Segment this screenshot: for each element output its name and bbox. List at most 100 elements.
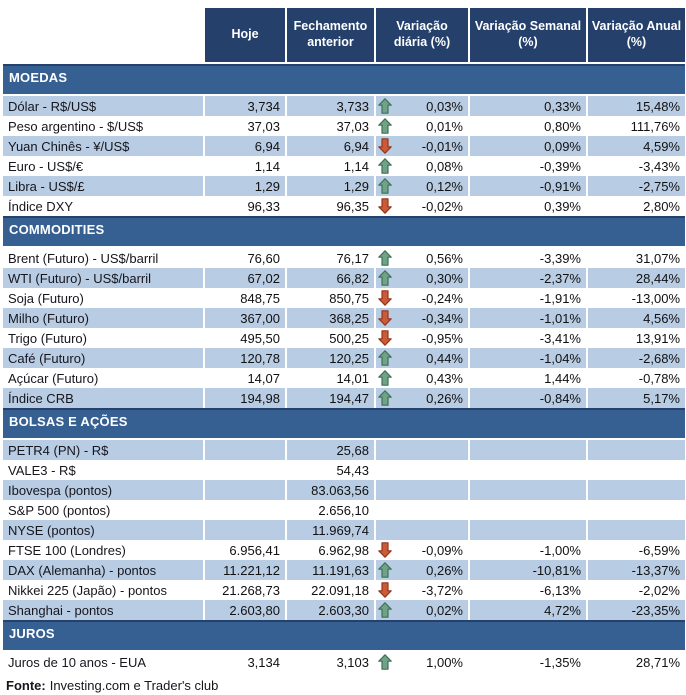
cell-hoje: 194,98 bbox=[205, 388, 285, 408]
cell-fechamento-anterior: 14,01 bbox=[287, 368, 374, 388]
cell-fechamento-anterior: 2.603,30 bbox=[287, 600, 374, 620]
table-row-shanghai-pontos: Shanghai - pontos 2.603,80 2.603,30 0,02% 4,… bbox=[3, 600, 685, 620]
row-label: Nikkei 225 (Japão) - pontos bbox=[3, 580, 203, 600]
source-note: Fonte: Investing.com e Trader's club bbox=[3, 675, 685, 695]
down-arrow-icon bbox=[378, 330, 392, 346]
cell-variacao-anual bbox=[588, 460, 685, 480]
cell-variacao-anual: 15,48% bbox=[588, 96, 685, 116]
cell-variacao-semanal: -3,41% bbox=[470, 328, 586, 348]
table-row-brent-futuro-us-barril: Brent (Futuro) - US$/barril 76,60 76,17 0,5… bbox=[3, 248, 685, 268]
cell-hoje: 11.221,12 bbox=[205, 560, 285, 580]
daily-change-value: 0,56% bbox=[426, 250, 463, 266]
cell-variacao-diaria: -0,02% bbox=[376, 196, 468, 216]
down-arrow-icon bbox=[378, 198, 392, 214]
cell-hoje bbox=[205, 440, 285, 460]
row-label: Brent (Futuro) - US$/barril bbox=[3, 248, 203, 268]
cell-variacao-anual: 2,80% bbox=[588, 196, 685, 216]
cell-variacao-diaria: 0,56% bbox=[376, 248, 468, 268]
up-arrow-icon bbox=[378, 370, 392, 386]
cell-variacao-diaria: -0,34% bbox=[376, 308, 468, 328]
daily-change-value: 0,02% bbox=[426, 602, 463, 618]
table-row-milho-futuro: Milho (Futuro) 367,00 368,25 -0,34% -1,01% 4,… bbox=[3, 308, 685, 328]
cell-variacao-diaria: -0,95% bbox=[376, 328, 468, 348]
table-row-ibovespa-pontos: Ibovespa (pontos) 83.063,56 bbox=[3, 480, 685, 500]
table-row-trigo-futuro: Trigo (Futuro) 495,50 500,25 -0,95% -3,41% 13… bbox=[3, 328, 685, 348]
column-header-hoje: Hoje bbox=[205, 8, 285, 62]
table-body: MOEDAS Dólar - R$/US$ 3,734 3,733 0,03% 0,33%… bbox=[3, 64, 685, 672]
cell-hoje: 96,33 bbox=[205, 196, 285, 216]
cell-hoje: 367,00 bbox=[205, 308, 285, 328]
cell-fechamento-anterior: 2.656,10 bbox=[287, 500, 374, 520]
cell-variacao-semanal: -2,37% bbox=[470, 268, 586, 288]
down-arrow-icon bbox=[378, 290, 392, 306]
up-arrow-icon bbox=[378, 602, 392, 618]
cell-variacao-semanal: -3,39% bbox=[470, 248, 586, 268]
table-row-dax-alemanha-pontos: DAX (Alemanha) - pontos 11.221,12 11.191,6… bbox=[3, 560, 685, 580]
cell-variacao-diaria: 0,26% bbox=[376, 388, 468, 408]
cell-variacao-diaria: 0,44% bbox=[376, 348, 468, 368]
row-label: WTI (Futuro) - US$/barril bbox=[3, 268, 203, 288]
cell-variacao-semanal bbox=[470, 500, 586, 520]
daily-change-value: -0,01% bbox=[421, 138, 463, 154]
table-row-vale3-r: VALE3 - R$ 54,43 bbox=[3, 460, 685, 480]
cell-variacao-anual: 13,91% bbox=[588, 328, 685, 348]
cell-fechamento-anterior: 3,733 bbox=[287, 96, 374, 116]
cell-variacao-anual: -2,02% bbox=[588, 580, 685, 600]
daily-change-value: -0,02% bbox=[421, 198, 463, 214]
table-row-ftse-100-londres: FTSE 100 (Londres) 6.956,41 6.962,98 -0,09%… bbox=[3, 540, 685, 560]
daily-change-value: 0,30% bbox=[426, 270, 463, 286]
cell-variacao-diaria bbox=[376, 480, 468, 500]
cell-fechamento-anterior: 37,03 bbox=[287, 116, 374, 136]
cell-fechamento-anterior: 54,43 bbox=[287, 460, 374, 480]
cell-hoje bbox=[205, 480, 285, 500]
column-header-variacao-anual: Variação Anual (%) bbox=[588, 8, 685, 62]
cell-variacao-anual: -13,37% bbox=[588, 560, 685, 580]
cell-hoje: 37,03 bbox=[205, 116, 285, 136]
row-label: PETR4 (PN) - R$ bbox=[3, 440, 203, 460]
cell-hoje: 14,07 bbox=[205, 368, 285, 388]
up-arrow-icon bbox=[378, 562, 392, 578]
row-label: Euro - US$/€ bbox=[3, 156, 203, 176]
cell-variacao-diaria: 0,26% bbox=[376, 560, 468, 580]
down-arrow-icon bbox=[378, 542, 392, 558]
table-row-cafe-futuro: Café (Futuro) 120,78 120,25 0,44% -1,04% -2,6… bbox=[3, 348, 685, 368]
cell-variacao-anual: -3,43% bbox=[588, 156, 685, 176]
section-header-commodities: COMMODITIES bbox=[3, 216, 685, 246]
cell-hoje: 495,50 bbox=[205, 328, 285, 348]
table-row-soja-futuro: Soja (Futuro) 848,75 850,75 -0,24% -1,91% -13… bbox=[3, 288, 685, 308]
column-header-variacao-diaria: Variação diária (%) bbox=[376, 8, 468, 62]
table-row-i-ndice-crb: Índice CRB 194,98 194,47 0,26% -0,84% 5,17% bbox=[3, 388, 685, 408]
cell-fechamento-anterior: 25,68 bbox=[287, 440, 374, 460]
up-arrow-icon bbox=[378, 654, 392, 670]
cell-variacao-diaria: -3,72% bbox=[376, 580, 468, 600]
cell-variacao-anual bbox=[588, 440, 685, 460]
daily-change-value: 0,26% bbox=[426, 562, 463, 578]
cell-variacao-diaria: 0,12% bbox=[376, 176, 468, 196]
daily-change-value: 0,01% bbox=[426, 118, 463, 134]
cell-variacao-diaria bbox=[376, 440, 468, 460]
cell-variacao-diaria bbox=[376, 500, 468, 520]
row-label: NYSE (pontos) bbox=[3, 520, 203, 540]
row-label: VALE3 - R$ bbox=[3, 460, 203, 480]
daily-change-value: 1,00% bbox=[426, 654, 463, 670]
trend-icon-empty bbox=[378, 502, 392, 518]
section-header-bolsas-e-ac-o-es: BOLSAS E AÇÕES bbox=[3, 408, 685, 438]
daily-change-value: 0,44% bbox=[426, 350, 463, 366]
cell-variacao-diaria: 1,00% bbox=[376, 652, 468, 672]
cell-hoje: 76,60 bbox=[205, 248, 285, 268]
cell-variacao-semanal: -1,04% bbox=[470, 348, 586, 368]
cell-hoje: 848,75 bbox=[205, 288, 285, 308]
up-arrow-icon bbox=[378, 250, 392, 266]
cell-variacao-semanal bbox=[470, 480, 586, 500]
cell-fechamento-anterior: 6.962,98 bbox=[287, 540, 374, 560]
cell-variacao-semanal: 0,80% bbox=[470, 116, 586, 136]
row-label: Café (Futuro) bbox=[3, 348, 203, 368]
row-label: Dólar - R$/US$ bbox=[3, 96, 203, 116]
row-label: Juros de 10 anos - EUA bbox=[3, 652, 203, 672]
cell-variacao-diaria: -0,09% bbox=[376, 540, 468, 560]
down-arrow-icon bbox=[378, 138, 392, 154]
cell-hoje: 21.268,73 bbox=[205, 580, 285, 600]
up-arrow-icon bbox=[378, 178, 392, 194]
cell-variacao-semanal: -1,91% bbox=[470, 288, 586, 308]
